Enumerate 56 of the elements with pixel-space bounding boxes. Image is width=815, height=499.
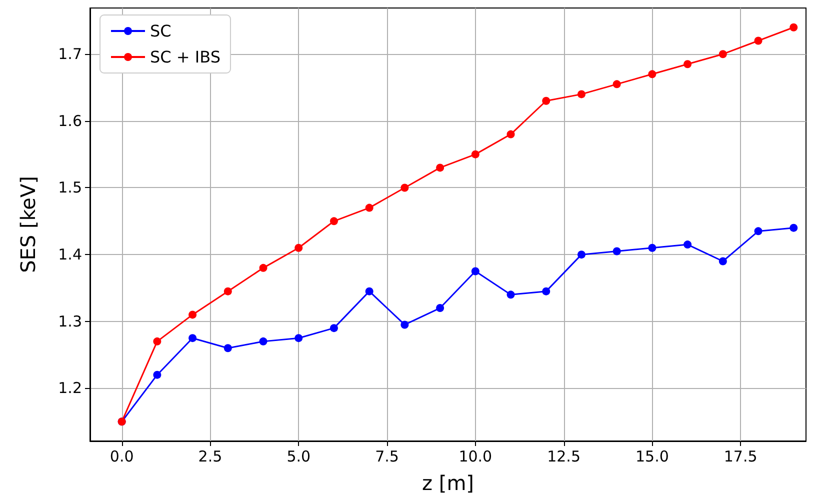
x-tick-label: 2.5: [198, 448, 222, 466]
point: [577, 250, 586, 259]
x-tick-label: 15.0: [635, 448, 669, 466]
point: [400, 320, 409, 329]
point: [754, 227, 762, 236]
point: [684, 240, 692, 249]
point: [188, 310, 197, 319]
point: [790, 224, 798, 232]
point: [153, 370, 162, 379]
legend-label: SC + IBS: [150, 48, 220, 66]
point: [506, 130, 515, 138]
x-tick-label: 12.5: [547, 448, 580, 466]
point: [506, 290, 515, 299]
point: [224, 287, 232, 296]
x-tick-label: 10.0: [458, 448, 492, 466]
y-tick-label: 1.6: [58, 112, 82, 130]
point: [330, 324, 338, 332]
x-tick-label: 5.0: [286, 448, 311, 466]
y-tick-label: 1.5: [58, 178, 82, 197]
y-tick-label: 1.4: [58, 246, 82, 264]
point: [577, 90, 586, 98]
point: [612, 247, 621, 256]
point: [436, 304, 444, 312]
point: [365, 287, 374, 296]
point: [718, 50, 727, 58]
y-axis-title: SES [keV]: [16, 176, 40, 273]
point: [365, 204, 374, 212]
x-tick-label: 0.0: [110, 448, 134, 466]
point: [542, 96, 550, 105]
point: [294, 244, 303, 252]
point: [294, 334, 303, 342]
y-tick-label: 1.3: [58, 312, 82, 330]
y-tick-label: 1.7: [58, 45, 82, 64]
point: [436, 164, 444, 172]
x-axis-title: z [m]: [422, 471, 474, 495]
point: [330, 217, 338, 226]
point: [754, 36, 762, 45]
point: [648, 244, 656, 252]
point: [542, 287, 550, 296]
point: [471, 267, 480, 276]
point: [648, 70, 656, 78]
point: [471, 150, 480, 158]
x-tick-label: 17.5: [724, 448, 758, 466]
point: [153, 337, 162, 346]
point: [400, 184, 409, 192]
point: [790, 23, 798, 32]
point: [188, 334, 197, 342]
point: [718, 257, 727, 266]
point: [612, 80, 621, 88]
y-tick-label: 1.2: [58, 379, 82, 398]
point: [684, 60, 692, 68]
legend-label: SC: [150, 22, 172, 40]
point: [259, 264, 268, 272]
point: [259, 337, 268, 346]
point: [224, 344, 232, 352]
x-tick-label: 7.5: [375, 448, 399, 466]
